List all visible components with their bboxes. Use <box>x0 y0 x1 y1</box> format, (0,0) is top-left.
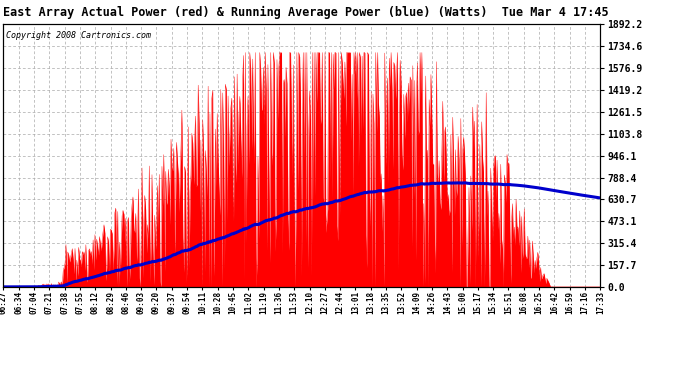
Text: East Array Actual Power (red) & Running Average Power (blue) (Watts)  Tue Mar 4 : East Array Actual Power (red) & Running … <box>3 6 609 19</box>
Text: Copyright 2008 Cartronics.com: Copyright 2008 Cartronics.com <box>6 31 151 40</box>
